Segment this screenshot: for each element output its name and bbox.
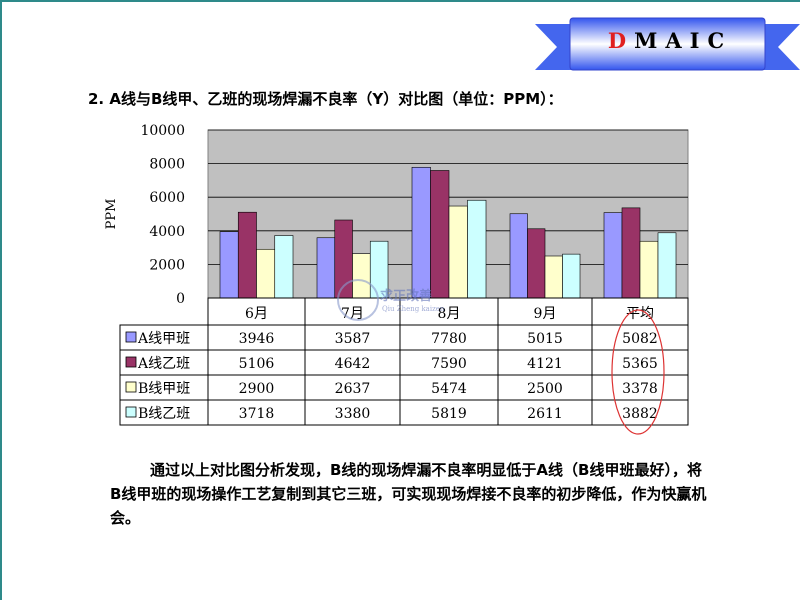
category-label: 8月 (438, 306, 461, 322)
bar (544, 255, 563, 299)
dmaic-d: D (607, 28, 635, 53)
data-label: 3946 (239, 331, 275, 347)
highlight-ellipse (611, 309, 665, 435)
bar (527, 228, 546, 299)
y-tick-label: 8000 (149, 157, 185, 173)
conclusion-text: 通过以上对比图分析发现，B线的现场焊漏不良率明显低于A线（B线甲班最好），将B线… (110, 461, 707, 527)
y-tick-label: 0 (176, 291, 185, 307)
data-label: 3587 (335, 331, 371, 347)
data-label: 5082 (622, 331, 658, 347)
legend-swatch (125, 356, 137, 368)
data-label: 5474 (431, 381, 467, 397)
bar (274, 235, 294, 299)
data-label: 7780 (431, 331, 467, 347)
dmaic-c: C (707, 28, 733, 53)
data-label: 3378 (622, 381, 658, 397)
bar (237, 211, 257, 299)
bar (603, 212, 623, 299)
dmaic-m: M (634, 28, 666, 53)
bar (352, 253, 371, 299)
data-label: 2500 (527, 381, 563, 397)
page-title: 2. A线与B线甲、乙班的现场焊漏不良率（Y）对比图（单位：PPM）： (88, 90, 563, 108)
legend-label: A线乙班 (137, 356, 190, 372)
data-label: 5015 (527, 331, 563, 347)
data-label: 2611 (527, 406, 563, 422)
bar (256, 248, 276, 299)
dmaic-a: A (665, 28, 690, 53)
dmaic-banner (535, 17, 800, 71)
legend-swatch (125, 406, 137, 418)
y-tick-label: 4000 (149, 224, 185, 240)
legend-swatch (125, 381, 137, 393)
bar (509, 213, 528, 299)
bar (467, 199, 487, 299)
y-axis-label: PPM (104, 199, 119, 230)
data-label: 4642 (335, 356, 371, 372)
watermark-title: 求正改善 (380, 288, 432, 304)
bar (219, 231, 239, 299)
dmaic-label: DMAIC (590, 28, 750, 53)
data-label: 3718 (239, 406, 275, 422)
dmaic-i: I (689, 28, 708, 53)
y-tick-label: 2000 (149, 257, 185, 273)
category-label: 平均 (626, 306, 654, 322)
legend-swatch (125, 331, 137, 343)
bar (657, 232, 677, 299)
bar (621, 207, 641, 299)
legend-label: B线乙班 (138, 406, 190, 422)
bar (639, 240, 659, 299)
category-label: 6月 (245, 306, 268, 322)
y-tick-label: 10000 (140, 123, 185, 139)
watermark-logo (337, 279, 379, 321)
data-label: 2900 (239, 381, 275, 397)
watermark-subtitle: Qiu Zheng kaizen (382, 305, 445, 313)
data-label: 5365 (622, 356, 658, 372)
data-label: 2637 (335, 381, 371, 397)
legend-label: A线甲班 (137, 331, 190, 347)
legend-label: B线甲班 (138, 381, 190, 397)
category-label: 9月 (534, 306, 557, 322)
bar (316, 237, 336, 299)
data-label: 4121 (527, 356, 563, 372)
data-label: 7590 (431, 356, 467, 372)
bar (411, 166, 431, 299)
y-tick-label: 6000 (149, 190, 185, 206)
bar (430, 170, 450, 299)
data-label: 5106 (239, 356, 275, 372)
bar (562, 253, 581, 299)
category-label: 7月 (341, 306, 364, 322)
data-label: 3882 (622, 406, 658, 422)
data-label: 3380 (335, 406, 371, 422)
bar (448, 205, 468, 299)
data-label: 5819 (431, 406, 467, 422)
